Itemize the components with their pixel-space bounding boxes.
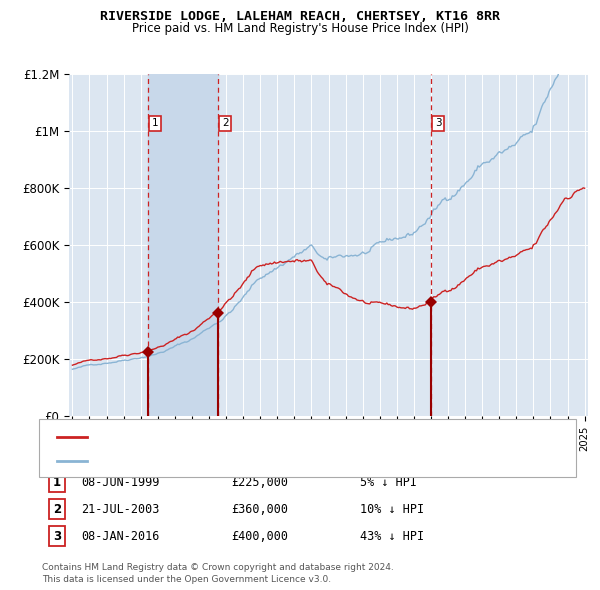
Text: 10% ↓ HPI: 10% ↓ HPI — [360, 503, 424, 516]
Text: £225,000: £225,000 — [231, 476, 288, 489]
Text: 3: 3 — [435, 119, 442, 129]
Text: 43% ↓ HPI: 43% ↓ HPI — [360, 530, 424, 543]
Text: This data is licensed under the Open Government Licence v3.0.: This data is licensed under the Open Gov… — [42, 575, 331, 584]
Text: 1: 1 — [152, 119, 158, 129]
Text: 2: 2 — [53, 503, 61, 516]
Text: £400,000: £400,000 — [231, 530, 288, 543]
Text: 1: 1 — [53, 476, 61, 489]
Bar — [148, 74, 218, 416]
Text: Price paid vs. HM Land Registry's House Price Index (HPI): Price paid vs. HM Land Registry's House … — [131, 22, 469, 35]
Text: HPI: Average price, detached house, Runnymede: HPI: Average price, detached house, Runn… — [92, 456, 336, 466]
Text: Contains HM Land Registry data © Crown copyright and database right 2024.: Contains HM Land Registry data © Crown c… — [42, 563, 394, 572]
Text: 3: 3 — [53, 530, 61, 543]
Text: £360,000: £360,000 — [231, 503, 288, 516]
Text: RIVERSIDE LODGE, LALEHAM REACH, CHERTSEY, KT16 8RR (detached house): RIVERSIDE LODGE, LALEHAM REACH, CHERTSEY… — [92, 432, 476, 442]
Text: 08-JUN-1999: 08-JUN-1999 — [81, 476, 160, 489]
Text: RIVERSIDE LODGE, LALEHAM REACH, CHERTSEY, KT16 8RR: RIVERSIDE LODGE, LALEHAM REACH, CHERTSEY… — [100, 10, 500, 23]
Text: 2: 2 — [222, 119, 229, 129]
Text: 5% ↓ HPI: 5% ↓ HPI — [360, 476, 417, 489]
Text: 08-JAN-2016: 08-JAN-2016 — [81, 530, 160, 543]
Text: 21-JUL-2003: 21-JUL-2003 — [81, 503, 160, 516]
